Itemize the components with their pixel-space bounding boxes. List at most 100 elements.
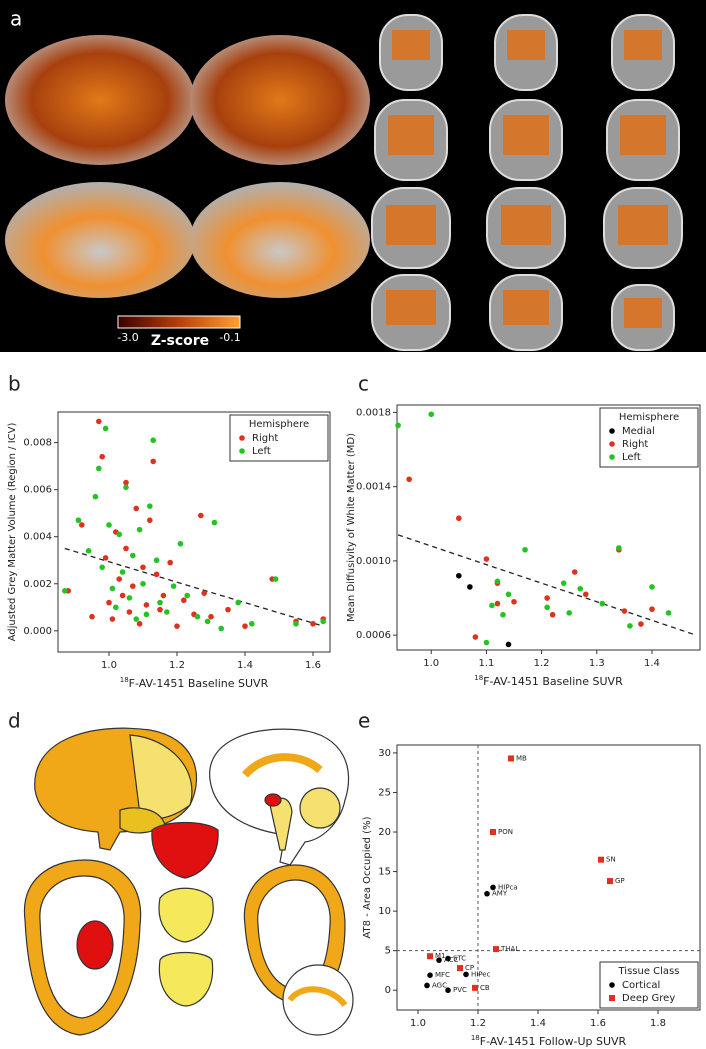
point bbox=[133, 616, 139, 622]
point bbox=[427, 953, 433, 960]
y-axis-label: Adjusted Grey Matter Volume (Region / IC… bbox=[7, 423, 18, 642]
point bbox=[102, 425, 109, 432]
colorbar-min: -3.0 bbox=[117, 331, 138, 344]
point bbox=[484, 890, 490, 897]
legend-marker bbox=[609, 454, 615, 460]
point bbox=[109, 616, 116, 622]
point bbox=[143, 611, 150, 618]
y-tick-label: 15 bbox=[378, 867, 391, 878]
point bbox=[181, 597, 187, 604]
point bbox=[457, 965, 463, 972]
x-tick-label: 1.6 bbox=[305, 660, 321, 671]
legend-marker bbox=[239, 448, 245, 454]
point bbox=[494, 578, 501, 585]
point bbox=[598, 856, 604, 863]
point bbox=[649, 606, 655, 612]
legend-box bbox=[599, 961, 699, 1009]
point bbox=[577, 585, 584, 592]
point-label: SN bbox=[606, 856, 616, 864]
point bbox=[522, 546, 528, 553]
point bbox=[511, 598, 517, 605]
point bbox=[436, 957, 442, 963]
point bbox=[406, 476, 412, 483]
point bbox=[119, 592, 126, 599]
brain-lateral-right bbox=[190, 35, 370, 165]
point-label: HIPca bbox=[498, 883, 518, 891]
colorbar-max: -0.1 bbox=[219, 331, 240, 344]
point bbox=[123, 545, 129, 552]
legend-label: Medial bbox=[622, 426, 655, 437]
point bbox=[621, 608, 628, 614]
point bbox=[566, 610, 572, 616]
y-tick-label: 0 bbox=[385, 985, 391, 996]
legend-label: Left bbox=[252, 446, 271, 457]
point bbox=[194, 613, 201, 620]
point bbox=[106, 599, 112, 606]
legend-marker bbox=[609, 995, 615, 1001]
coronal-slices bbox=[371, 14, 683, 351]
point bbox=[483, 639, 490, 646]
point-label: HIPec bbox=[471, 970, 491, 978]
legend-label: Right bbox=[622, 439, 648, 450]
plot-frame bbox=[57, 411, 331, 653]
point bbox=[174, 623, 180, 629]
point bbox=[153, 571, 160, 578]
point bbox=[150, 458, 156, 465]
y-tick-label: 0.0018 bbox=[356, 407, 391, 418]
x-axis-label-sup: 18 bbox=[474, 674, 483, 682]
point bbox=[75, 517, 82, 524]
x-tick-label: 1.2 bbox=[534, 658, 550, 669]
colorbar bbox=[117, 315, 241, 329]
point bbox=[89, 613, 95, 620]
point bbox=[79, 522, 85, 528]
y-tick-label: 0.004 bbox=[23, 532, 52, 543]
point bbox=[116, 531, 122, 538]
point bbox=[102, 555, 109, 561]
point bbox=[204, 618, 211, 625]
point bbox=[126, 609, 133, 615]
point bbox=[395, 422, 401, 429]
point bbox=[472, 984, 478, 991]
point bbox=[92, 493, 99, 500]
point bbox=[106, 522, 112, 528]
y-tick-label: 0.000 bbox=[23, 626, 52, 637]
point bbox=[198, 512, 204, 519]
x-tick-label: 1.3 bbox=[589, 658, 605, 669]
point-label: STC bbox=[453, 955, 466, 963]
point bbox=[225, 606, 231, 613]
x-tick-label: 1.4 bbox=[530, 1018, 546, 1029]
point bbox=[170, 583, 177, 589]
point-label: ACC bbox=[444, 956, 459, 964]
point bbox=[310, 620, 316, 627]
point-label: THAL bbox=[500, 945, 519, 953]
brain-lateral-left bbox=[5, 35, 195, 165]
legend-title: Hemisphere bbox=[249, 419, 309, 430]
point bbox=[218, 625, 224, 632]
y-tick-label: 25 bbox=[378, 787, 391, 798]
point bbox=[133, 505, 139, 512]
point bbox=[140, 580, 146, 587]
y-tick-label: 0.0014 bbox=[356, 482, 391, 493]
point bbox=[147, 503, 153, 509]
x-tick-label: 1.2 bbox=[169, 660, 185, 671]
point bbox=[428, 411, 435, 418]
y-axis-label: AT8 - Area Occupied (%) bbox=[362, 816, 373, 938]
point bbox=[242, 623, 248, 629]
point bbox=[665, 610, 672, 616]
point bbox=[463, 971, 469, 978]
point bbox=[99, 453, 105, 460]
point bbox=[427, 972, 433, 978]
point bbox=[184, 592, 190, 599]
point bbox=[489, 602, 495, 609]
legend-marker bbox=[609, 441, 615, 447]
point-label: CB bbox=[480, 984, 490, 992]
point bbox=[147, 517, 153, 524]
point bbox=[467, 584, 473, 590]
point-label: AGC bbox=[432, 981, 447, 989]
x-tick-label: 1.0 bbox=[410, 1018, 426, 1029]
x-tick-label: 1.8 bbox=[650, 1018, 666, 1029]
point bbox=[113, 604, 119, 611]
point bbox=[235, 599, 241, 606]
plot-frame bbox=[396, 404, 701, 651]
